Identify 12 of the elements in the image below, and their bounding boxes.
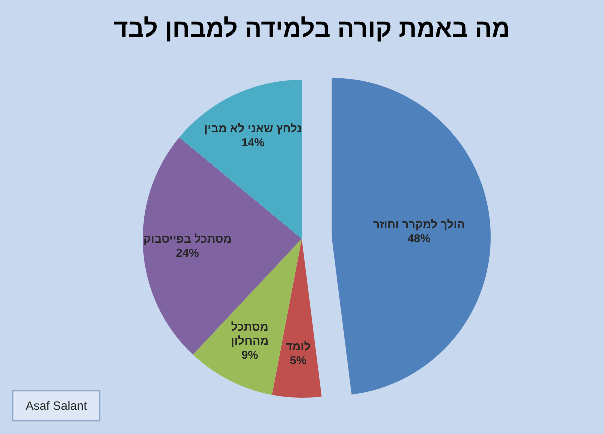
category-label: הולך למקרר וחוזר: [373, 220, 466, 232]
data-label: 5%: [290, 355, 307, 368]
title: מה באמת קורה בלמידה למבחן לבד: [114, 15, 510, 43]
data-label: 48%: [408, 234, 431, 246]
annotation: Asaf Salant: [12, 390, 101, 422]
data-label: 9%: [242, 350, 258, 362]
data-label: 14%: [242, 137, 265, 150]
category-label: מסתכל מהחלון: [231, 322, 269, 348]
category-label: נלחץ שאני לא מבין: [204, 123, 302, 136]
category-label: מסתכל בפייסבוק: [144, 234, 232, 246]
data-label: 24%: [176, 248, 200, 260]
category-label: לומד: [286, 341, 311, 354]
